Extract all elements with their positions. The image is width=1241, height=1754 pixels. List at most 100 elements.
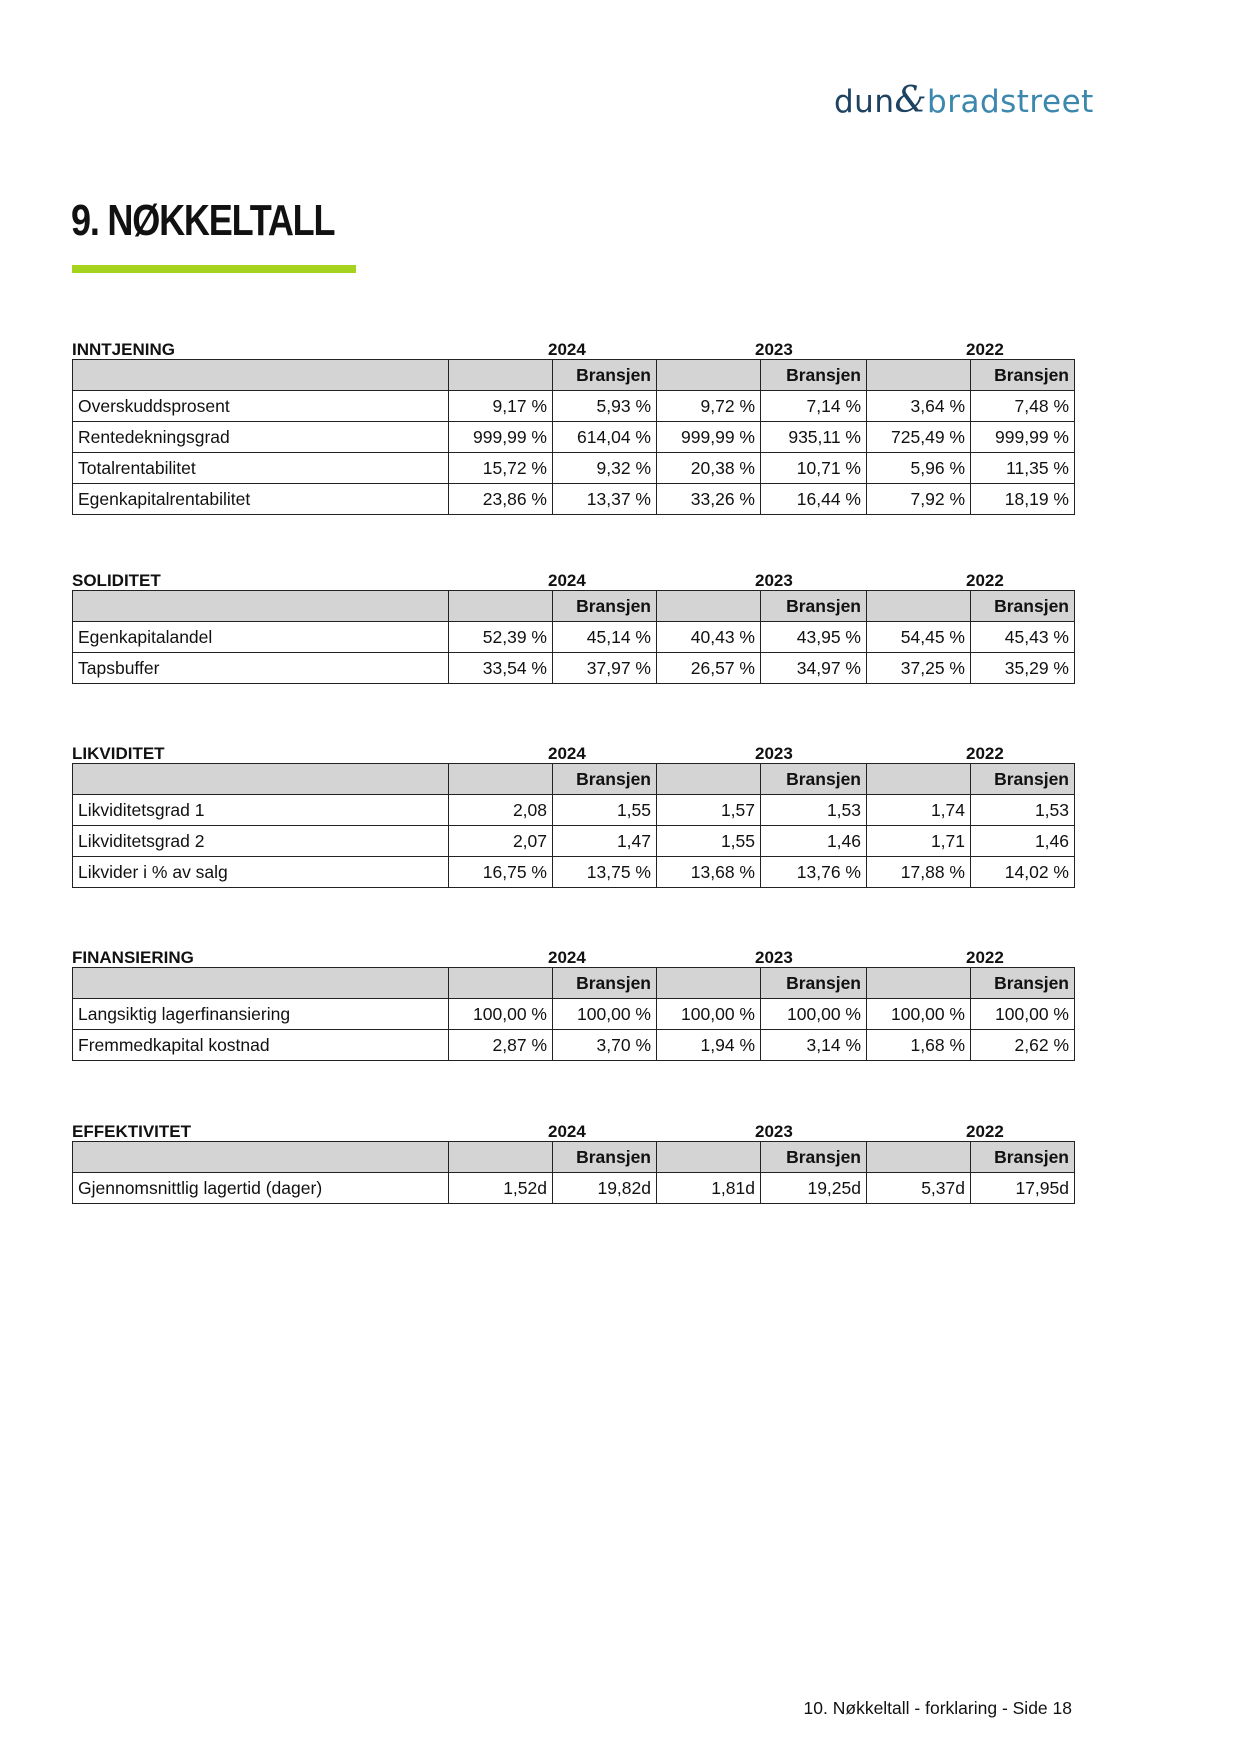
- row-label: Gjennomsnittlig lagertid (dager): [72, 1172, 449, 1204]
- industry-value: 5,93 %: [552, 390, 657, 422]
- table-row: Egenkapitalandel 52,39 % 45,14 % 40,43 % 43,…: [72, 621, 1075, 653]
- industry-value: 3,70 %: [552, 1029, 657, 1061]
- year-label: 2024: [548, 340, 586, 359]
- company-value: 23,86 %: [448, 483, 553, 515]
- company-value: 100,00 %: [448, 998, 553, 1030]
- industry-header: Bransjen: [552, 359, 657, 391]
- industry-value: 1,46: [970, 825, 1075, 857]
- section-title: SOLIDITET: [72, 571, 161, 590]
- industry-value: 1,55: [552, 794, 657, 826]
- industry-value: 10,71 %: [760, 452, 867, 484]
- company-value: 999,99 %: [656, 421, 761, 453]
- industry-value: 16,44 %: [760, 483, 867, 515]
- section-title: INNTJENING: [72, 340, 175, 359]
- company-value: 1,68 %: [866, 1029, 971, 1061]
- company-value: 52,39 %: [448, 621, 553, 653]
- industry-value: 19,82d: [552, 1172, 657, 1204]
- company-value: 40,43 %: [656, 621, 761, 653]
- company-value: 37,25 %: [866, 652, 971, 684]
- company-value: 13,68 %: [656, 856, 761, 888]
- industry-value: 999,99 %: [970, 421, 1075, 453]
- table-header-row: Bransjen Bransjen Bransjen: [72, 590, 1075, 622]
- industry-value: 14,02 %: [970, 856, 1075, 888]
- row-label: Egenkapitalandel: [72, 621, 449, 653]
- company-value: 1,71: [866, 825, 971, 857]
- company-value: 2,87 %: [448, 1029, 553, 1061]
- row-label: Totalrentabilitet: [72, 452, 449, 484]
- company-value: 17,88 %: [866, 856, 971, 888]
- row-label: Tapsbuffer: [72, 652, 449, 684]
- industry-value: 37,97 %: [552, 652, 657, 684]
- industry-value: 35,29 %: [970, 652, 1075, 684]
- year-label: 2023: [755, 340, 793, 359]
- industry-value: 1,46: [760, 825, 867, 857]
- table-row: Langsiktig lagerfinansiering 100,00 % 100,…: [72, 998, 1075, 1030]
- industry-value: 18,19 %: [970, 483, 1075, 515]
- table-row: Tapsbuffer 33,54 % 37,97 % 26,57 % 34,97 % 37…: [72, 652, 1075, 684]
- year-label: 2024: [548, 948, 586, 967]
- industry-value: 100,00 %: [552, 998, 657, 1030]
- table-row: Totalrentabilitet 15,72 % 9,32 % 20,38 % 10,…: [72, 452, 1075, 484]
- industry-value: 7,14 %: [760, 390, 867, 422]
- row-label: Langsiktig lagerfinansiering: [72, 998, 449, 1030]
- key-figures-table: Bransjen Bransjen Bransjen Egenkapitalandel…: [72, 590, 1075, 684]
- key-figures-table: Bransjen Bransjen Bransjen Overskuddsprosen…: [72, 359, 1075, 515]
- industry-value: 45,43 %: [970, 621, 1075, 653]
- table-row: Fremmedkapital kostnad 2,87 % 3,70 % 1,94 %…: [72, 1029, 1075, 1061]
- company-value: 1,57: [656, 794, 761, 826]
- section-header: INNTJENING 2024 2023 2022: [72, 340, 1074, 359]
- table-header-row: Bransjen Bransjen Bransjen: [72, 359, 1075, 391]
- year-label: 2023: [755, 571, 793, 590]
- industry-header: Bransjen: [970, 763, 1075, 795]
- company-value: 100,00 %: [656, 998, 761, 1030]
- year-label: 2024: [548, 744, 586, 763]
- industry-header: Bransjen: [552, 967, 657, 999]
- industry-value: 614,04 %: [552, 421, 657, 453]
- company-value: 1,55: [656, 825, 761, 857]
- page-title: 9. NØKKELTALL: [71, 196, 336, 245]
- industry-header: Bransjen: [760, 590, 867, 622]
- company-value: 26,57 %: [656, 652, 761, 684]
- table-row: Likviditetsgrad 1 2,08 1,55 1,57 1,53 1,74 1,5…: [72, 794, 1075, 826]
- industry-value: 1,53: [970, 794, 1075, 826]
- industry-value: 9,32 %: [552, 452, 657, 484]
- company-value: 100,00 %: [866, 998, 971, 1030]
- section-soliditet: SOLIDITET 2024 2023 2022 Bransjen Bransjen Bra…: [72, 571, 1075, 684]
- industry-header: Bransjen: [552, 763, 657, 795]
- company-value: 7,92 %: [866, 483, 971, 515]
- company-value: 9,72 %: [656, 390, 761, 422]
- company-value: 1,81d: [656, 1172, 761, 1204]
- industry-value: 11,35 %: [970, 452, 1075, 484]
- industry-value: 34,97 %: [760, 652, 867, 684]
- company-value: 999,99 %: [448, 421, 553, 453]
- industry-value: 13,37 %: [552, 483, 657, 515]
- table-row: Rentedekningsgrad 999,99 % 614,04 % 999,99 …: [72, 421, 1075, 453]
- row-label: Egenkapitalrentabilitet: [72, 483, 449, 515]
- section-inntjening: INNTJENING 2024 2023 2022 Bransjen Bransjen Br…: [72, 340, 1075, 515]
- company-value: 3,64 %: [866, 390, 971, 422]
- company-value: 15,72 %: [448, 452, 553, 484]
- company-value: 1,74: [866, 794, 971, 826]
- row-label: Likvider i % av salg: [72, 856, 449, 888]
- company-value: 16,75 %: [448, 856, 553, 888]
- company-value: 2,08: [448, 794, 553, 826]
- company-value: 33,26 %: [656, 483, 761, 515]
- section-title: LIKVIDITET: [72, 744, 165, 763]
- industry-value: 935,11 %: [760, 421, 867, 453]
- industry-header: Bransjen: [760, 967, 867, 999]
- industry-header: Bransjen: [760, 763, 867, 795]
- company-value: 5,96 %: [866, 452, 971, 484]
- industry-value: 43,95 %: [760, 621, 867, 653]
- key-figures-table: Bransjen Bransjen Bransjen Langsiktig lager…: [72, 967, 1075, 1061]
- industry-value: 19,25d: [760, 1172, 867, 1204]
- company-value: 2,07: [448, 825, 553, 857]
- table-row: Likvider i % av salg 16,75 % 13,75 % 13,68 …: [72, 856, 1075, 888]
- page-footer: 10. Nøkkeltall - forklaring - Side 18: [803, 1698, 1072, 1718]
- table-header-row: Bransjen Bransjen Bransjen: [72, 763, 1075, 795]
- table-row: Overskuddsprosent 9,17 % 5,93 % 9,72 % 7,14 …: [72, 390, 1075, 422]
- row-label: Likviditetsgrad 2: [72, 825, 449, 857]
- title-underline: [72, 265, 356, 273]
- industry-header: Bransjen: [970, 359, 1075, 391]
- section-header: EFFEKTIVITET 2024 2023 2022: [72, 1122, 1074, 1141]
- industry-value: 1,53: [760, 794, 867, 826]
